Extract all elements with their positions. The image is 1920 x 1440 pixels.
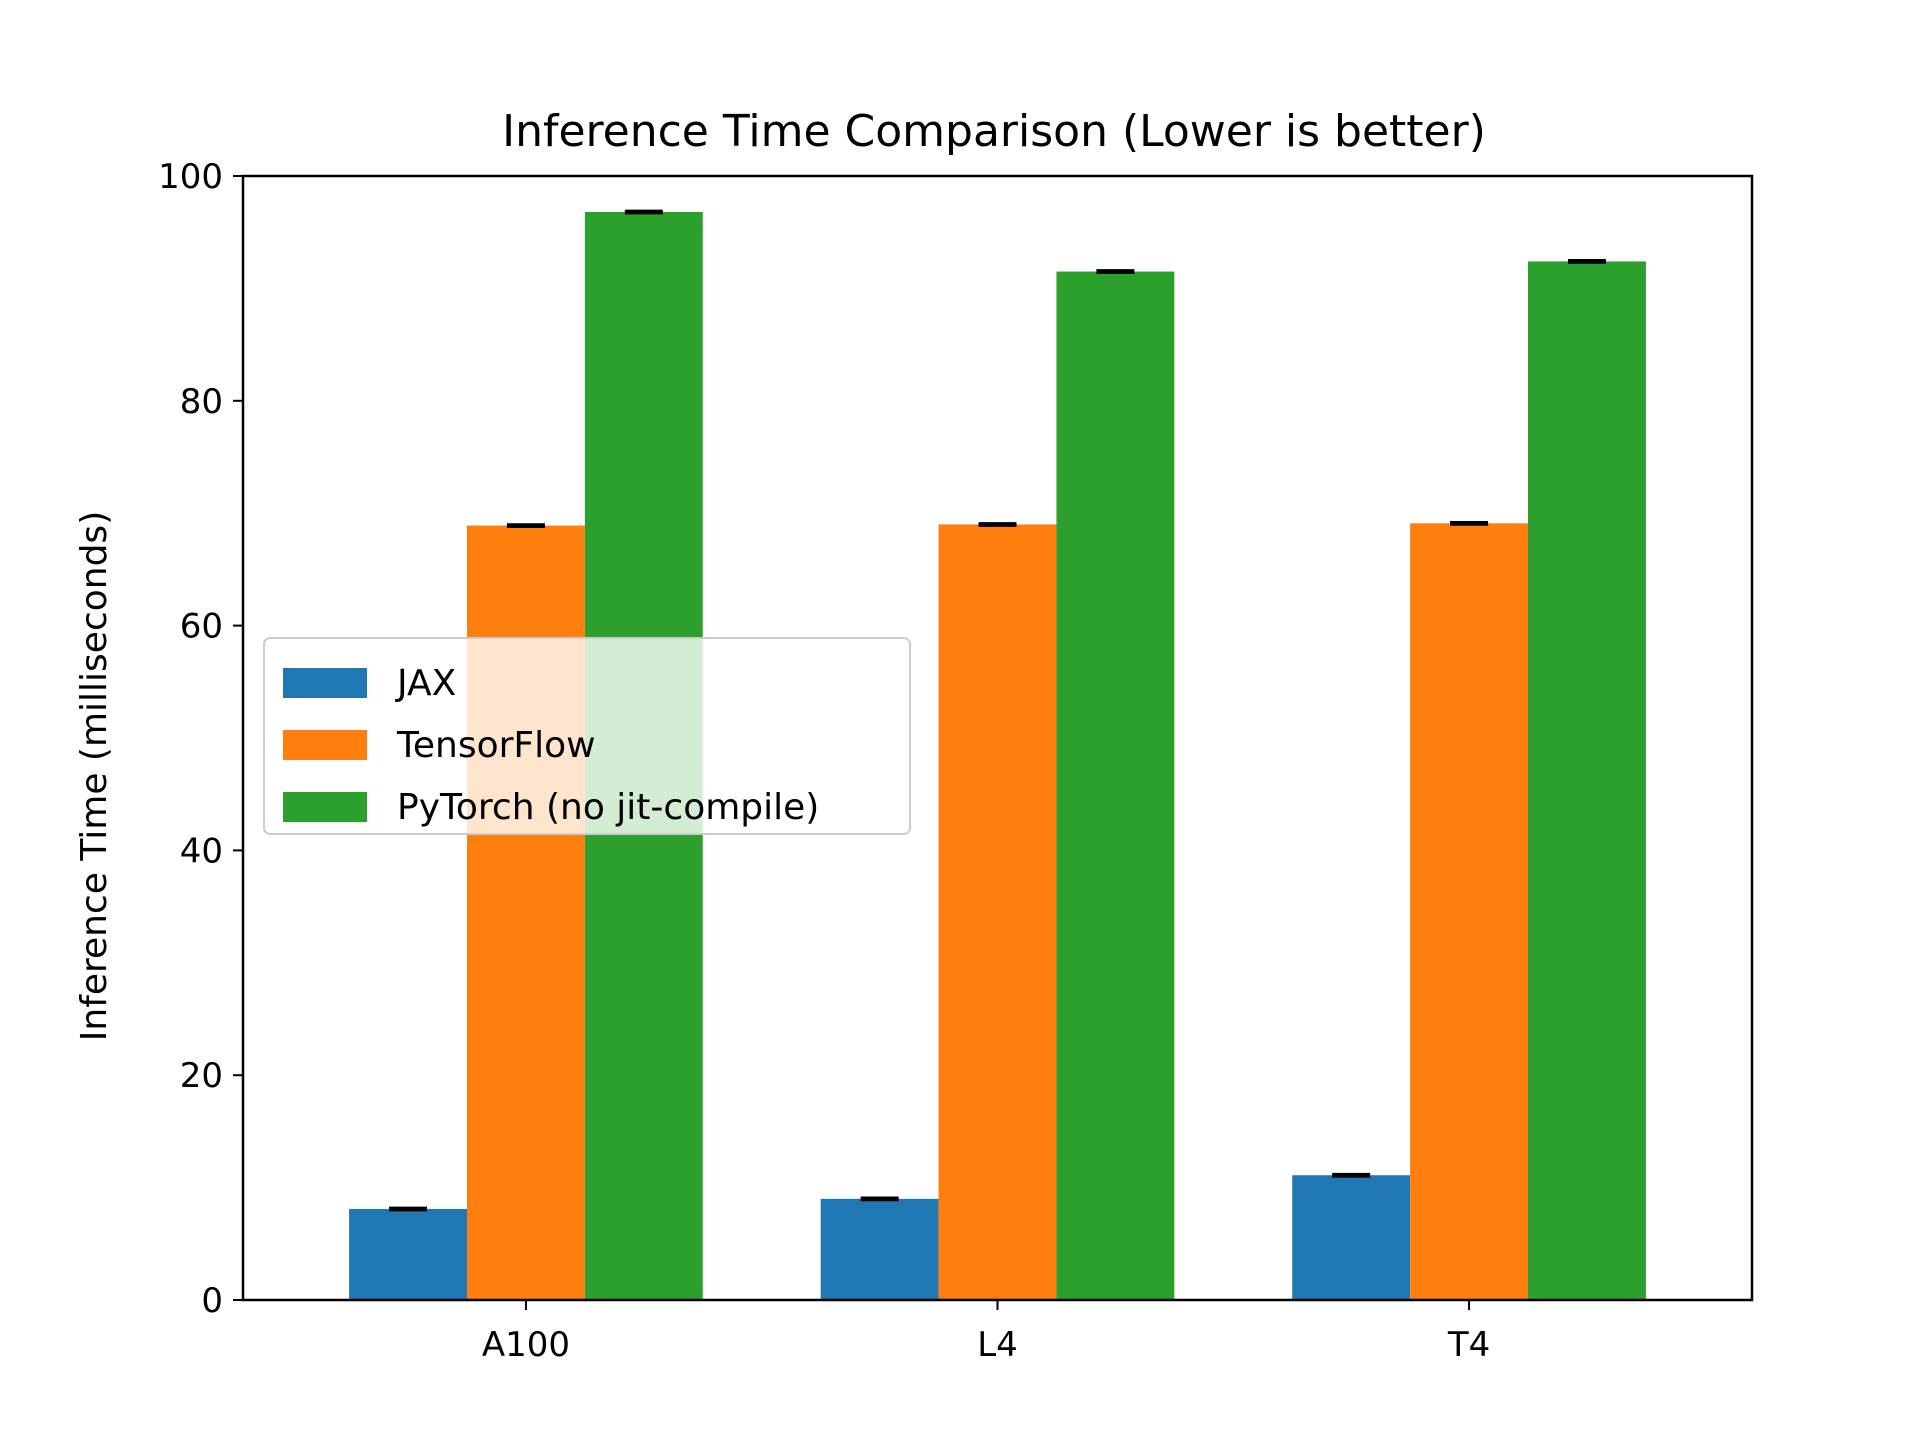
bar-jax-l4: [820, 1198, 939, 1300]
legend-entry: JAX: [395, 663, 456, 704]
bar-jax-t4: [1292, 1175, 1411, 1300]
legend-swatch: [283, 792, 367, 822]
y-tick-label: 100: [158, 157, 223, 197]
legend-entry: PyTorch (no jit-compile): [397, 787, 819, 828]
x-tick-label: A100: [482, 1325, 570, 1365]
legend-swatch: [283, 668, 367, 698]
y-tick-label: 40: [180, 831, 223, 871]
legend: JAX TensorFlow PyTorch (no jit-compile): [263, 637, 911, 835]
y-axis-label: Inference Time (milliseconds): [74, 511, 115, 1041]
y-tick-label: 60: [180, 607, 223, 647]
plot-area: 0 20 40 60 80 100 A100 L4 T4 JAX TensorFlow PyTorch…: [158, 157, 1754, 1365]
x-tick-label: T4: [1447, 1325, 1490, 1365]
x-tick-label: L4: [977, 1325, 1018, 1365]
bar-tensorflow-l4: [938, 524, 1057, 1300]
legend-entry: TensorFlow: [396, 725, 596, 766]
chart-title: Inference Time Comparison (Lower is bett…: [502, 106, 1486, 157]
bar-tensorflow-t4: [1410, 523, 1529, 1300]
bar-pytorch-no-jit-compile--l4: [1056, 271, 1175, 1300]
legend-swatch: [283, 730, 367, 760]
bar-pytorch-no-jit-compile--t4: [1528, 261, 1646, 1300]
y-tick-label: 20: [180, 1056, 223, 1096]
y-tick-label: 80: [180, 382, 223, 422]
legend-box: [263, 637, 911, 835]
bar-jax-a100: [349, 1208, 467, 1300]
y-tick-label: 0: [201, 1281, 223, 1321]
